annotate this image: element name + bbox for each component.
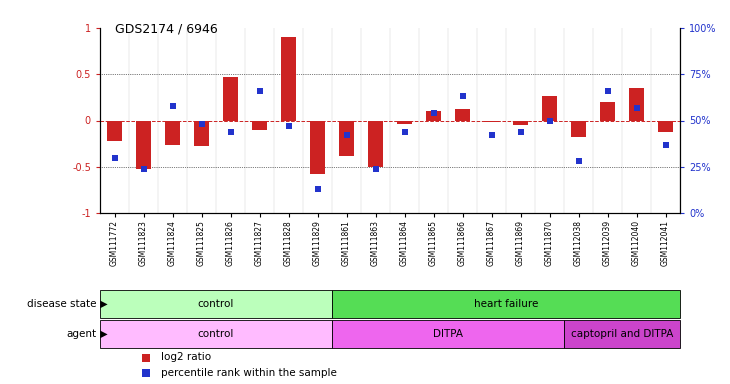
Bar — [426, 111, 442, 121]
Text: heart failure: heart failure — [474, 299, 538, 309]
Bar — [332, 290, 680, 318]
Text: control: control — [198, 299, 234, 309]
Bar — [564, 320, 680, 348]
Bar — [512, 121, 529, 125]
Bar — [252, 121, 267, 130]
Bar — [223, 77, 239, 121]
Bar — [100, 320, 332, 348]
Bar — [310, 121, 326, 174]
Text: agent: agent — [66, 329, 96, 339]
Text: DITPA: DITPA — [433, 329, 463, 339]
Bar — [542, 96, 558, 121]
Text: GDS2174 / 6946: GDS2174 / 6946 — [115, 22, 218, 35]
Bar — [107, 121, 123, 141]
Text: captopril and DITPA: captopril and DITPA — [571, 329, 673, 339]
Text: percentile rank within the sample: percentile rank within the sample — [161, 367, 337, 377]
Text: log2 ratio: log2 ratio — [161, 353, 211, 362]
Bar — [658, 121, 674, 132]
Text: ▶: ▶ — [97, 299, 108, 309]
Text: ▶: ▶ — [97, 329, 108, 339]
Bar — [193, 121, 210, 146]
Bar — [629, 88, 645, 121]
Bar — [455, 109, 470, 121]
Bar — [571, 121, 586, 137]
Bar — [136, 121, 152, 169]
Bar — [367, 121, 383, 167]
Text: disease state: disease state — [27, 299, 96, 309]
Bar — [599, 102, 615, 121]
Bar — [396, 121, 412, 124]
Bar — [280, 37, 296, 121]
Bar — [100, 290, 332, 318]
Bar — [332, 320, 564, 348]
Bar — [339, 121, 355, 156]
Bar — [164, 121, 180, 146]
Text: control: control — [198, 329, 234, 339]
Bar — [483, 121, 499, 122]
